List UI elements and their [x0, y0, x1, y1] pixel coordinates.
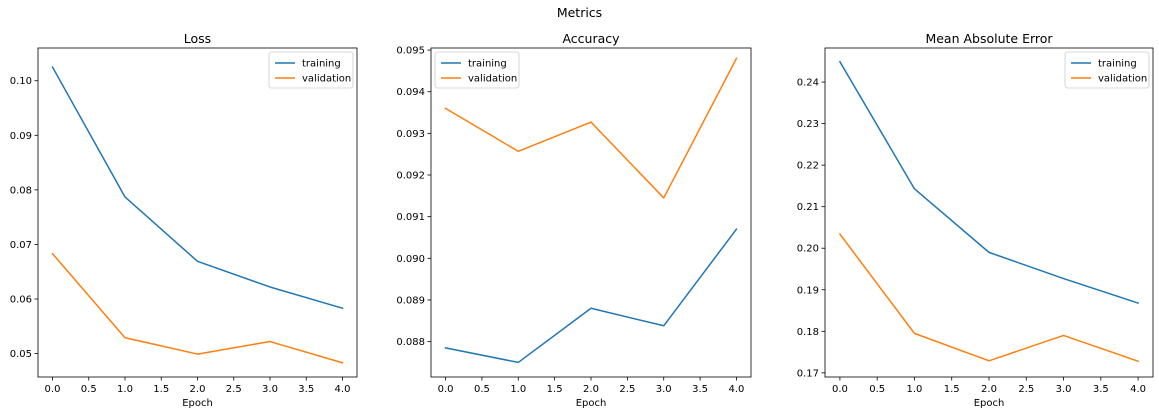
- y-tick-label: 0.07: [10, 240, 32, 251]
- series-line-training: [840, 62, 1138, 303]
- legend-label-validation: validation: [468, 74, 517, 85]
- axes-frame: [38, 48, 357, 377]
- x-tick-label: 2.5: [619, 384, 635, 395]
- x-tick-label: 3.0: [656, 384, 672, 395]
- y-tick-label: 0.094: [396, 87, 425, 98]
- x-tick-label: 0.5: [869, 384, 885, 395]
- y-tick-label: 0.09: [10, 131, 32, 142]
- y-tick-label: 0.093: [396, 129, 425, 140]
- y-tick-label: 0.18: [797, 327, 819, 338]
- x-tick-label: 3.5: [692, 384, 708, 395]
- legend: training validation: [1065, 52, 1149, 88]
- series-line-validation: [53, 254, 343, 363]
- legend: training validation: [269, 52, 353, 88]
- x-tick-label: 3.0: [262, 384, 278, 395]
- y-tick-label: 0.05: [10, 349, 32, 360]
- x-tick-label: 1.0: [117, 384, 133, 395]
- y-tick-label: 0.20: [797, 244, 819, 255]
- x-axis-label: Epoch: [576, 398, 607, 409]
- legend-label-training: training: [468, 59, 507, 70]
- x-tick-label: 4.0: [1130, 384, 1146, 395]
- legend-label-validation: validation: [302, 74, 351, 85]
- chart-title: Mean Absolute Error: [925, 31, 1053, 46]
- legend-label-training: training: [302, 59, 341, 70]
- y-tick-label: 0.24: [797, 78, 819, 89]
- legend: training validation: [435, 52, 519, 88]
- x-tick-label: 1.5: [547, 384, 563, 395]
- series-line-training: [446, 229, 737, 362]
- x-tick-label: 0.5: [474, 384, 490, 395]
- x-tick-label: 3.5: [1093, 384, 1109, 395]
- x-tick-label: 0.0: [45, 384, 61, 395]
- x-tick-label: 0.0: [832, 384, 848, 395]
- figure-suptitle: Metrics: [557, 5, 602, 20]
- x-tick-label: 2.0: [190, 384, 206, 395]
- y-tick-label: 0.19: [797, 285, 819, 296]
- y-tick-label: 0.090: [396, 254, 425, 265]
- y-tick-label: 0.23: [797, 119, 819, 130]
- chart-panel-3: Mean Absolute Error 0.0 0.5 1.0 1.5 2.0 2.5 3.0…: [797, 31, 1153, 409]
- y-tick-label: 0.091: [396, 212, 425, 223]
- axes-frame: [431, 48, 751, 377]
- chart-title: Loss: [184, 31, 211, 46]
- chart-panel-2: Accuracy 0.0 0.5 1.0 1.5 2.0 2.5 3.0 3.5 4.0 0.088…: [396, 31, 751, 409]
- x-tick-label: 2.5: [226, 384, 242, 395]
- x-tick-label: 2.5: [1018, 384, 1034, 395]
- x-axis-label: Epoch: [182, 398, 213, 409]
- y-tick-label: 0.095: [396, 46, 425, 57]
- y-tick-label: 0.22: [797, 161, 819, 172]
- x-tick-label: 3.0: [1056, 384, 1072, 395]
- y-tick-label: 0.092: [396, 171, 425, 182]
- x-tick-label: 1.5: [944, 384, 960, 395]
- legend-label-validation: validation: [1098, 74, 1147, 85]
- y-tick-label: 0.089: [396, 295, 425, 306]
- y-tick-label: 0.10: [10, 76, 32, 87]
- x-tick-label: 1.5: [153, 384, 169, 395]
- y-tick-label: 0.17: [797, 368, 819, 379]
- legend-label-training: training: [1098, 59, 1137, 70]
- chart-title: Accuracy: [562, 31, 620, 46]
- x-tick-label: 2.0: [583, 384, 599, 395]
- y-tick-label: 0.21: [797, 202, 819, 213]
- x-tick-label: 3.5: [298, 384, 314, 395]
- x-tick-label: 2.0: [981, 384, 997, 395]
- axes-frame: [825, 48, 1153, 377]
- y-tick-label: 0.06: [10, 294, 32, 305]
- chart-panel-1: Loss 0.0 0.5 1.0 1.5 2.0 2.5 3.0 3.5 4.0 0.05 0.06 0…: [10, 31, 357, 409]
- x-tick-label: 4.0: [335, 384, 351, 395]
- x-tick-label: 1.0: [510, 384, 526, 395]
- x-tick-label: 0.0: [438, 384, 454, 395]
- y-tick-label: 0.088: [396, 337, 425, 348]
- x-axis-label: Epoch: [974, 398, 1005, 409]
- x-tick-label: 1.0: [907, 384, 923, 395]
- series-line-training: [53, 67, 343, 308]
- y-tick-label: 0.08: [10, 185, 32, 196]
- x-tick-label: 0.5: [81, 384, 97, 395]
- x-tick-label: 4.0: [729, 384, 745, 395]
